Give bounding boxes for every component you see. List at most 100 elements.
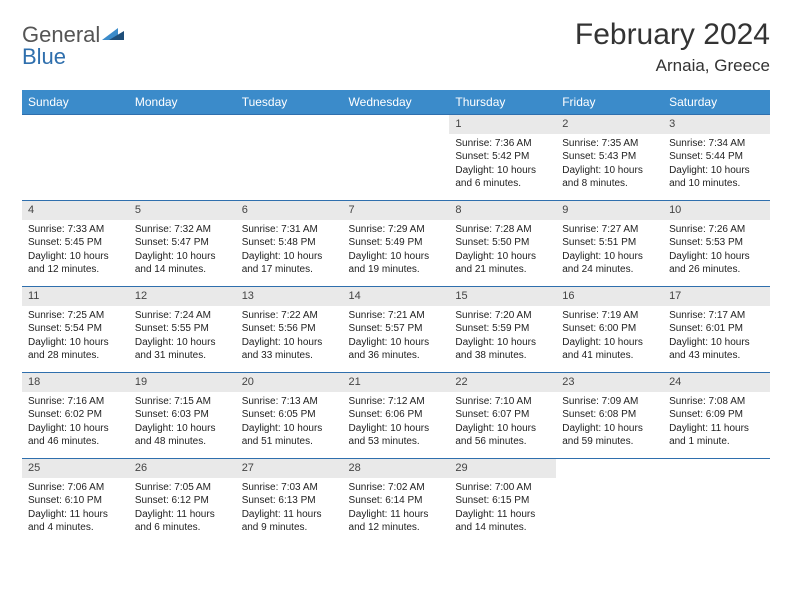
daylight-text: Daylight: 10 hours and 8 minutes. [562, 164, 657, 191]
calendar-cell: 8Sunrise: 7:28 AMSunset: 5:50 PMDaylight… [449, 201, 556, 287]
day-number: 13 [236, 287, 343, 306]
day-number: 17 [663, 287, 770, 306]
daylight-text: Daylight: 10 hours and 6 minutes. [455, 164, 550, 191]
day-number: 10 [663, 201, 770, 220]
day-number: 20 [236, 373, 343, 392]
daylight-text: Daylight: 10 hours and 33 minutes. [242, 336, 337, 363]
daylight-text: Daylight: 10 hours and 19 minutes. [349, 250, 444, 277]
sunrise-text: Sunrise: 7:12 AM [349, 395, 444, 409]
calendar-cell: 15Sunrise: 7:20 AMSunset: 5:59 PMDayligh… [449, 287, 556, 373]
sunrise-text: Sunrise: 7:15 AM [135, 395, 230, 409]
day-details: Sunrise: 7:12 AMSunset: 6:06 PMDaylight:… [343, 392, 450, 453]
day-number: 25 [22, 459, 129, 478]
day-number: 18 [22, 373, 129, 392]
page-title: February 2024 [575, 18, 770, 52]
daylight-text: Daylight: 10 hours and 10 minutes. [669, 164, 764, 191]
page-subtitle: Arnaia, Greece [575, 56, 770, 76]
day-details: Sunrise: 7:08 AMSunset: 6:09 PMDaylight:… [663, 392, 770, 453]
daylight-text: Daylight: 10 hours and 14 minutes. [135, 250, 230, 277]
daylight-text: Daylight: 10 hours and 28 minutes. [28, 336, 123, 363]
daylight-text: Daylight: 10 hours and 21 minutes. [455, 250, 550, 277]
sunrise-text: Sunrise: 7:16 AM [28, 395, 123, 409]
day-details: Sunrise: 7:24 AMSunset: 5:55 PMDaylight:… [129, 306, 236, 367]
day-number: 1 [449, 115, 556, 134]
day-number: 8 [449, 201, 556, 220]
sunrise-text: Sunrise: 7:21 AM [349, 309, 444, 323]
day-number: 28 [343, 459, 450, 478]
day-details: Sunrise: 7:32 AMSunset: 5:47 PMDaylight:… [129, 220, 236, 281]
sunrise-text: Sunrise: 7:19 AM [562, 309, 657, 323]
sunset-text: Sunset: 5:57 PM [349, 322, 444, 336]
day-number: 19 [129, 373, 236, 392]
calendar-cell: 18Sunrise: 7:16 AMSunset: 6:02 PMDayligh… [22, 373, 129, 459]
sunrise-text: Sunrise: 7:13 AM [242, 395, 337, 409]
sunset-text: Sunset: 5:54 PM [28, 322, 123, 336]
day-number: 6 [236, 201, 343, 220]
sunset-text: Sunset: 6:05 PM [242, 408, 337, 422]
sunrise-text: Sunrise: 7:35 AM [562, 137, 657, 151]
dow-header: Saturday [663, 90, 770, 115]
sunrise-text: Sunrise: 7:25 AM [28, 309, 123, 323]
sunset-text: Sunset: 5:45 PM [28, 236, 123, 250]
calendar-week-row: 11Sunrise: 7:25 AMSunset: 5:54 PMDayligh… [22, 287, 770, 373]
dow-header: Sunday [22, 90, 129, 115]
daylight-text: Daylight: 11 hours and 6 minutes. [135, 508, 230, 535]
calendar-week-row: 25Sunrise: 7:06 AMSunset: 6:10 PMDayligh… [22, 459, 770, 545]
sunrise-text: Sunrise: 7:02 AM [349, 481, 444, 495]
day-number: 7 [343, 201, 450, 220]
sunrise-text: Sunrise: 7:22 AM [242, 309, 337, 323]
sunset-text: Sunset: 6:01 PM [669, 322, 764, 336]
calendar-cell: 14Sunrise: 7:21 AMSunset: 5:57 PMDayligh… [343, 287, 450, 373]
day-details: Sunrise: 7:00 AMSunset: 6:15 PMDaylight:… [449, 478, 556, 539]
day-number: 27 [236, 459, 343, 478]
calendar-cell: 13 Sunrise: 7:22 AMSunset: 5:56 PMDayligh… [236, 287, 343, 373]
calendar-header-row: Sunday Monday Tuesday Wednesday Thursday… [22, 90, 770, 115]
day-number: 23 [556, 373, 663, 392]
daylight-text: Daylight: 10 hours and 51 minutes. [242, 422, 337, 449]
daylight-text: Daylight: 10 hours and 36 minutes. [349, 336, 444, 363]
day-details: Sunrise: 7:28 AMSunset: 5:50 PMDaylight:… [449, 220, 556, 281]
sunset-text: Sunset: 6:07 PM [455, 408, 550, 422]
calendar-cell: 12Sunrise: 7:24 AMSunset: 5:55 PMDayligh… [129, 287, 236, 373]
daylight-text: Daylight: 10 hours and 46 minutes. [28, 422, 123, 449]
dow-header: Friday [556, 90, 663, 115]
sunrise-text: Sunrise: 7:27 AM [562, 223, 657, 237]
calendar-cell [663, 459, 770, 545]
calendar-cell: 29Sunrise: 7:00 AMSunset: 6:15 PMDayligh… [449, 459, 556, 545]
calendar-week-row: 1Sunrise: 7:36 AMSunset: 5:42 PMDaylight… [22, 115, 770, 201]
sunrise-text: Sunrise: 7:09 AM [562, 395, 657, 409]
day-number: 5 [129, 201, 236, 220]
day-details: Sunrise: 7:20 AMSunset: 5:59 PMDaylight:… [449, 306, 556, 367]
sunset-text: Sunset: 6:06 PM [349, 408, 444, 422]
calendar-cell: 28Sunrise: 7:02 AMSunset: 6:14 PMDayligh… [343, 459, 450, 545]
sunrise-text: Sunrise: 7:32 AM [135, 223, 230, 237]
sunrise-text: Sunrise: 7:20 AM [455, 309, 550, 323]
sunset-text: Sunset: 5:42 PM [455, 150, 550, 164]
calendar-cell [22, 115, 129, 201]
sunset-text: Sunset: 6:14 PM [349, 494, 444, 508]
day-number: 21 [343, 373, 450, 392]
sunrise-text: Sunrise: 7:28 AM [455, 223, 550, 237]
daylight-text: Daylight: 10 hours and 26 minutes. [669, 250, 764, 277]
day-number: 29 [449, 459, 556, 478]
calendar-cell: 25Sunrise: 7:06 AMSunset: 6:10 PMDayligh… [22, 459, 129, 545]
daylight-text: Daylight: 11 hours and 1 minute. [669, 422, 764, 449]
dow-header: Thursday [449, 90, 556, 115]
day-details: Sunrise: 7:06 AMSunset: 6:10 PMDaylight:… [22, 478, 129, 539]
day-number: 26 [129, 459, 236, 478]
calendar-cell: 27Sunrise: 7:03 AMSunset: 6:13 PMDayligh… [236, 459, 343, 545]
page-header: GeneralBlue February 2024 Arnaia, Greece [22, 18, 770, 76]
calendar-cell [343, 115, 450, 201]
day-number: 3 [663, 115, 770, 134]
calendar-cell [556, 459, 663, 545]
sunset-text: Sunset: 5:56 PM [242, 322, 337, 336]
day-details: Sunrise: 7:09 AMSunset: 6:08 PMDaylight:… [556, 392, 663, 453]
sunrise-text: Sunrise: 7:08 AM [669, 395, 764, 409]
day-details: Sunrise: 7:34 AMSunset: 5:44 PMDaylight:… [663, 134, 770, 195]
sunset-text: Sunset: 5:44 PM [669, 150, 764, 164]
daylight-text: Daylight: 10 hours and 17 minutes. [242, 250, 337, 277]
sunset-text: Sunset: 6:10 PM [28, 494, 123, 508]
calendar-cell: 1Sunrise: 7:36 AMSunset: 5:42 PMDaylight… [449, 115, 556, 201]
daylight-text: Daylight: 10 hours and 31 minutes. [135, 336, 230, 363]
sunrise-text: Sunrise: 7:26 AM [669, 223, 764, 237]
